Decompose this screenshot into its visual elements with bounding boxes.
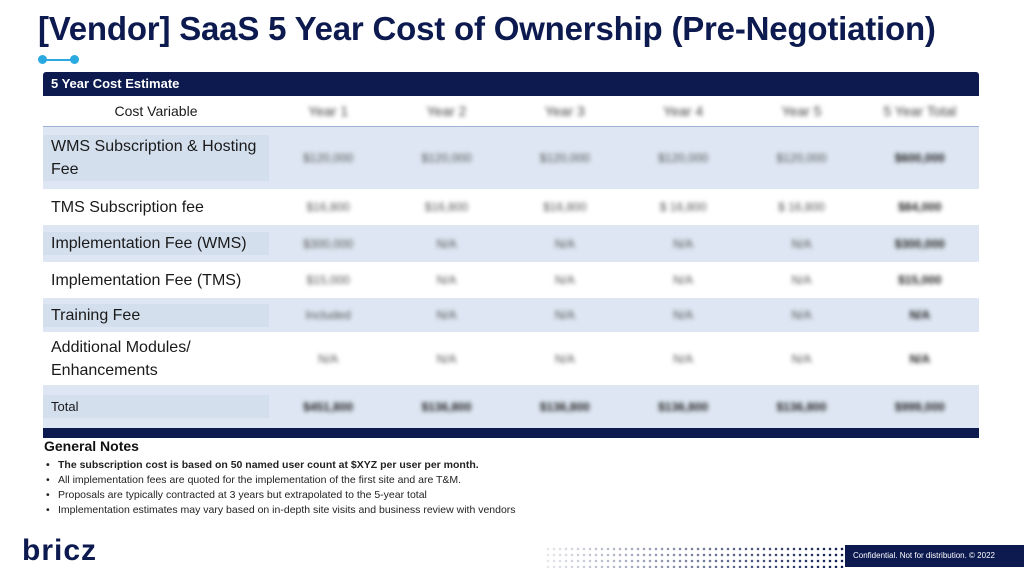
notes-list: The subscription cost is based on 50 nam…: [44, 458, 744, 518]
table-cell: N/A: [318, 351, 339, 366]
table-cell: $120,000: [539, 151, 590, 165]
column-header-5-year-total: 5 Year Total: [883, 103, 957, 119]
table-bottom-bar: [43, 428, 979, 438]
table-cell: N/A: [791, 236, 812, 251]
table-column-header-row: Cost Variable Year 1 Year 2 Year 3 Year …: [43, 96, 979, 127]
bricz-logo: bricz: [22, 534, 98, 567]
column-header-year-1: Year 1: [308, 103, 349, 119]
list-item: The subscription cost is based on 50 nam…: [44, 458, 744, 473]
table-row: Training Fee Included N/A N/A N/A N/A N/…: [43, 298, 979, 332]
list-item: Implementation estimates may vary based …: [44, 503, 744, 518]
table-row: Implementation Fee (TMS) $15,000 N/A N/A…: [43, 262, 979, 298]
table-cell: $120,000: [658, 151, 709, 165]
table-cell: $120,000: [421, 151, 472, 165]
table-cell: $300,000: [303, 236, 354, 251]
row-label: TMS Subscription fee: [51, 198, 204, 216]
row-label: WMS Subscription & Hosting Fee: [43, 135, 269, 181]
table-row: TMS Subscription fee $16,800 $16,800 $16…: [43, 189, 979, 225]
table-cell: N/A: [791, 273, 812, 287]
row-label: Implementation Fee (TMS): [51, 271, 242, 289]
column-header-year-3: Year 3: [544, 103, 585, 119]
table-cell: $16,800: [306, 200, 350, 214]
table-cell: $120,000: [303, 151, 354, 165]
table-cell: N/A: [554, 236, 575, 251]
table-cell: Included: [305, 308, 351, 322]
table-cell: $136,800: [776, 399, 827, 414]
table-cell: $451,800: [303, 399, 354, 414]
table-cell: N/A: [673, 308, 694, 322]
table-cell-total: N/A: [909, 308, 931, 322]
table-cell: N/A: [554, 351, 575, 366]
table-cell: N/A: [554, 273, 575, 287]
table-cell: N/A: [436, 236, 457, 251]
table-cell: N/A: [791, 351, 812, 366]
table-row-total: Total $451,800 $136,800 $136,800 $136,80…: [43, 385, 979, 428]
column-header-year-4: Year 4: [663, 103, 704, 119]
column-header-cost-variable: Cost Variable: [114, 102, 198, 119]
row-label: Implementation Fee (WMS): [43, 232, 269, 255]
general-notes: General Notes The subscription cost is b…: [44, 438, 744, 518]
column-header-year-5: Year 5: [781, 103, 822, 119]
table-cell: $ 16,800: [659, 200, 707, 214]
table-cell-total: $999,000: [894, 399, 945, 414]
page-title: [Vendor] SaaS 5 Year Cost of Ownership (…: [38, 10, 936, 47]
table-cell: $16,800: [424, 200, 469, 214]
table-cell-total: $600,000: [894, 151, 945, 165]
table-row: WMS Subscription & Hosting Fee $120,000 …: [43, 127, 979, 189]
notes-title: General Notes: [44, 438, 139, 454]
title-accent-icon: [38, 54, 82, 66]
table-cell-total: $15,000: [898, 273, 942, 287]
table-cell: N/A: [673, 236, 694, 251]
table-cell: $136,800: [539, 399, 590, 414]
table-cell-total: N/A: [909, 351, 931, 366]
table-cell: $120,000: [776, 151, 827, 165]
table-cell: N/A: [554, 308, 575, 322]
table-cell: $15,000: [306, 273, 350, 287]
list-item: All implementation fees are quoted for t…: [44, 473, 744, 488]
dots-pattern-decoration: [545, 546, 845, 568]
table-cell: $16,800: [543, 200, 587, 214]
cost-table: 5 Year Cost Estimate Cost Variable Year …: [43, 72, 979, 438]
table-cell: N/A: [791, 308, 812, 322]
confidential-notice: Confidential. Not for distribution. © 20…: [845, 545, 1024, 567]
row-label: Training Fee: [43, 303, 269, 327]
table-cell: N/A: [436, 308, 457, 322]
table-row: Additional Modules/ Enhancements N/A N/A…: [43, 332, 979, 385]
table-cell: $ 16,800: [778, 200, 825, 214]
table-cell-total: $300,000: [894, 236, 945, 251]
table-cell: N/A: [673, 273, 694, 287]
column-header-year-2: Year 2: [426, 103, 467, 119]
table-cell: N/A: [436, 351, 457, 366]
table-cell: N/A: [436, 273, 457, 287]
row-label: Total: [43, 395, 269, 418]
table-cell: $136,800: [658, 399, 709, 414]
list-item: Proposals are typically contracted at 3 …: [44, 488, 744, 503]
table-cell: $136,800: [421, 399, 472, 414]
table-header-bar: 5 Year Cost Estimate: [43, 72, 979, 96]
table-cell-total: $84,000: [898, 200, 942, 214]
table-cell: N/A: [673, 351, 694, 366]
table-row: Implementation Fee (WMS) $300,000 N/A N/…: [43, 225, 979, 262]
row-label: Additional Modules/ Enhancements: [51, 338, 191, 379]
